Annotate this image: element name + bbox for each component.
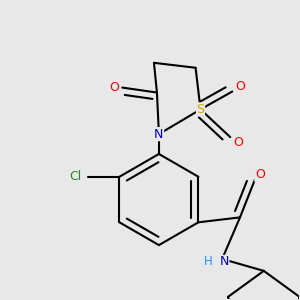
Text: H: H xyxy=(204,256,213,268)
Text: Cl: Cl xyxy=(70,170,82,183)
Text: O: O xyxy=(233,136,243,148)
Text: O: O xyxy=(235,80,245,93)
Text: N: N xyxy=(220,256,229,268)
Text: N: N xyxy=(154,128,164,141)
Text: O: O xyxy=(110,81,119,94)
Text: O: O xyxy=(255,168,265,181)
Text: S: S xyxy=(196,103,205,116)
